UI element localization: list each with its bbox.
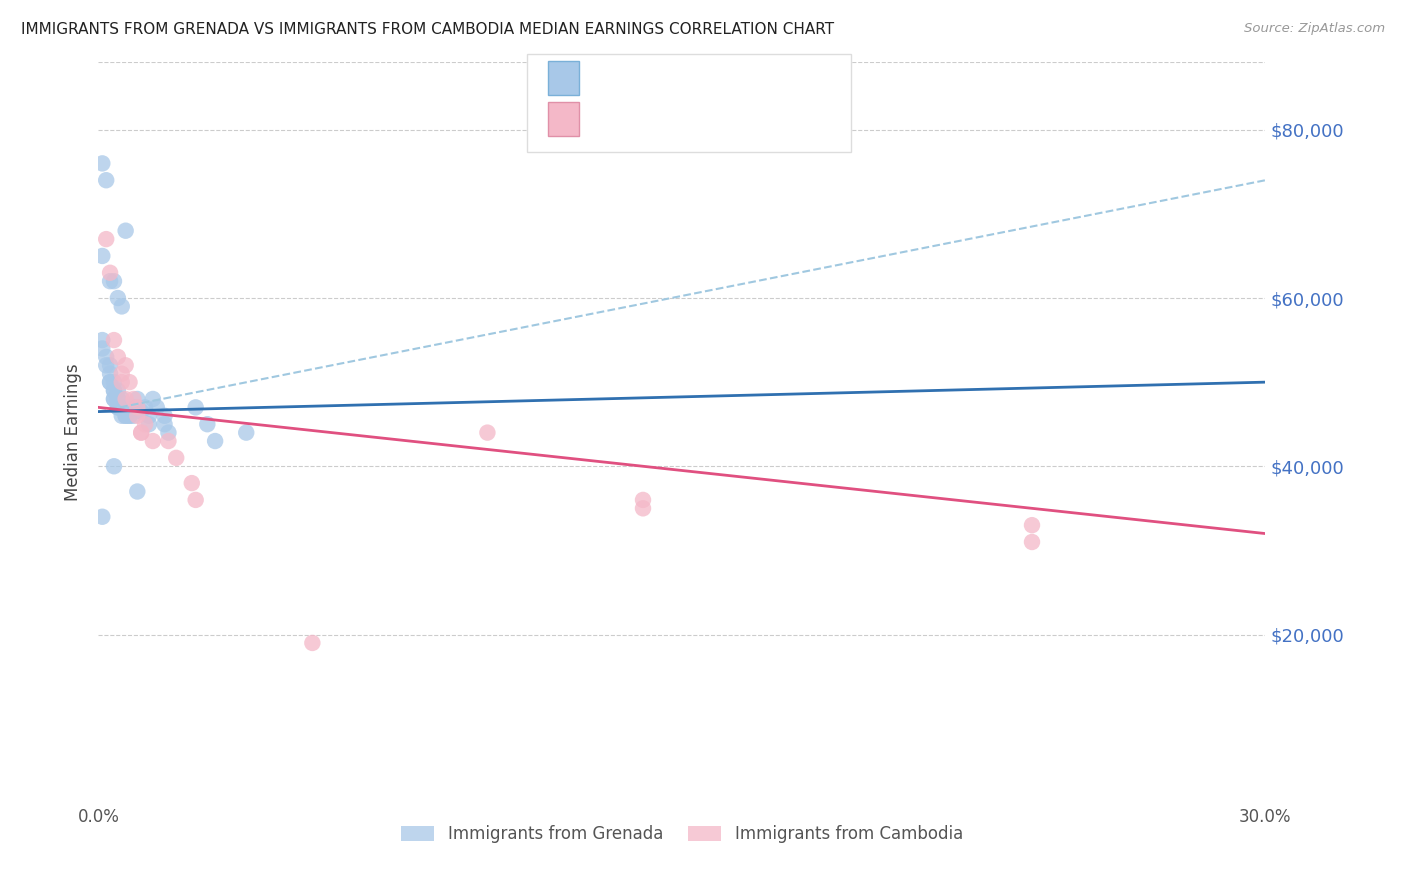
Point bbox=[98, 274, 121, 288]
Point bbox=[122, 401, 145, 415]
Text: R =: R = bbox=[591, 69, 627, 87]
Point bbox=[98, 375, 121, 389]
Point bbox=[146, 401, 169, 415]
Point bbox=[1021, 518, 1043, 533]
Point bbox=[103, 333, 125, 347]
Point bbox=[111, 392, 134, 406]
Text: N =: N = bbox=[720, 110, 756, 128]
Point bbox=[98, 359, 121, 373]
Text: N =: N = bbox=[710, 69, 747, 87]
Point bbox=[127, 409, 149, 423]
Point bbox=[184, 401, 207, 415]
Text: IMMIGRANTS FROM GRENADA VS IMMIGRANTS FROM CAMBODIA MEDIAN EARNINGS CORRELATION : IMMIGRANTS FROM GRENADA VS IMMIGRANTS FR… bbox=[21, 22, 834, 37]
Point bbox=[107, 384, 129, 398]
Point bbox=[103, 392, 125, 406]
Point bbox=[111, 367, 134, 381]
Point bbox=[98, 266, 121, 280]
Point bbox=[103, 274, 125, 288]
Point bbox=[111, 401, 134, 415]
Point bbox=[96, 173, 118, 187]
Point bbox=[153, 409, 176, 423]
Point bbox=[165, 450, 187, 465]
Point bbox=[107, 392, 129, 406]
Point bbox=[138, 417, 160, 432]
Point bbox=[111, 409, 134, 423]
Point bbox=[180, 476, 202, 491]
Point bbox=[107, 392, 129, 406]
Point bbox=[631, 501, 654, 516]
Point bbox=[91, 249, 114, 263]
Point bbox=[235, 425, 257, 440]
Point bbox=[107, 350, 129, 364]
Legend: Immigrants from Grenada, Immigrants from Cambodia: Immigrants from Grenada, Immigrants from… bbox=[394, 819, 970, 850]
Point bbox=[142, 434, 165, 448]
Text: R =: R = bbox=[591, 110, 627, 128]
Text: 56: 56 bbox=[752, 69, 775, 87]
Point bbox=[103, 459, 125, 474]
Y-axis label: Median Earnings: Median Earnings bbox=[65, 364, 83, 501]
Point bbox=[301, 636, 323, 650]
Point bbox=[91, 333, 114, 347]
Point bbox=[129, 425, 152, 440]
Point bbox=[631, 492, 654, 507]
Point bbox=[127, 484, 149, 499]
Point bbox=[111, 401, 134, 415]
Point bbox=[118, 409, 141, 423]
Point bbox=[1021, 535, 1043, 549]
Text: -0.329: -0.329 bbox=[637, 110, 696, 128]
Point bbox=[96, 359, 118, 373]
Point bbox=[98, 375, 121, 389]
Point bbox=[127, 401, 149, 415]
Point bbox=[107, 291, 129, 305]
Point bbox=[103, 384, 125, 398]
Point bbox=[114, 392, 136, 406]
Point bbox=[111, 375, 134, 389]
Point bbox=[114, 409, 136, 423]
Point bbox=[195, 417, 218, 432]
Point bbox=[134, 401, 156, 415]
Point bbox=[91, 342, 114, 356]
Point bbox=[103, 384, 125, 398]
Text: 0.096: 0.096 bbox=[637, 69, 689, 87]
Point bbox=[153, 417, 176, 432]
Point bbox=[127, 401, 149, 415]
Point bbox=[157, 434, 180, 448]
Point bbox=[122, 409, 145, 423]
Point bbox=[184, 492, 207, 507]
Text: Source: ZipAtlas.com: Source: ZipAtlas.com bbox=[1244, 22, 1385, 36]
Point bbox=[477, 425, 499, 440]
Point bbox=[127, 392, 149, 406]
Point bbox=[118, 401, 141, 415]
Point bbox=[91, 509, 114, 524]
Point bbox=[103, 375, 125, 389]
Point bbox=[204, 434, 226, 448]
Point bbox=[91, 156, 114, 170]
Point bbox=[129, 425, 152, 440]
Point bbox=[118, 375, 141, 389]
Text: 26: 26 bbox=[762, 110, 785, 128]
Point bbox=[114, 224, 136, 238]
Point bbox=[111, 300, 134, 314]
Point bbox=[122, 392, 145, 406]
Point bbox=[96, 232, 118, 246]
Point bbox=[96, 350, 118, 364]
Point bbox=[114, 359, 136, 373]
Point bbox=[118, 409, 141, 423]
Point bbox=[138, 409, 160, 423]
Point bbox=[114, 401, 136, 415]
Point bbox=[114, 409, 136, 423]
Point bbox=[157, 425, 180, 440]
Point bbox=[107, 401, 129, 415]
Point bbox=[103, 392, 125, 406]
Point bbox=[129, 404, 152, 418]
Point bbox=[142, 392, 165, 406]
Point bbox=[134, 417, 156, 432]
Point bbox=[107, 401, 129, 415]
Point bbox=[98, 367, 121, 381]
